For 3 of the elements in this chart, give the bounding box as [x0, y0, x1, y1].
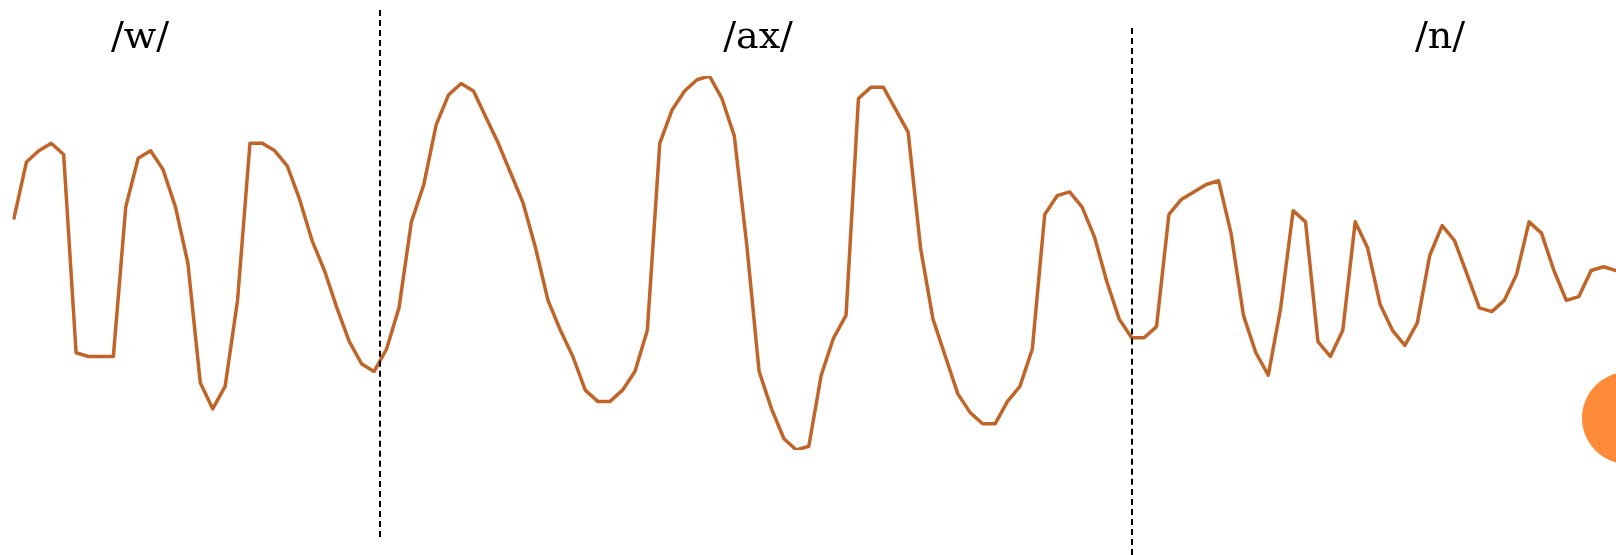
text: /ax/ [723, 12, 794, 57]
text: /w/ [110, 12, 170, 57]
text: /n/ [1414, 12, 1466, 57]
